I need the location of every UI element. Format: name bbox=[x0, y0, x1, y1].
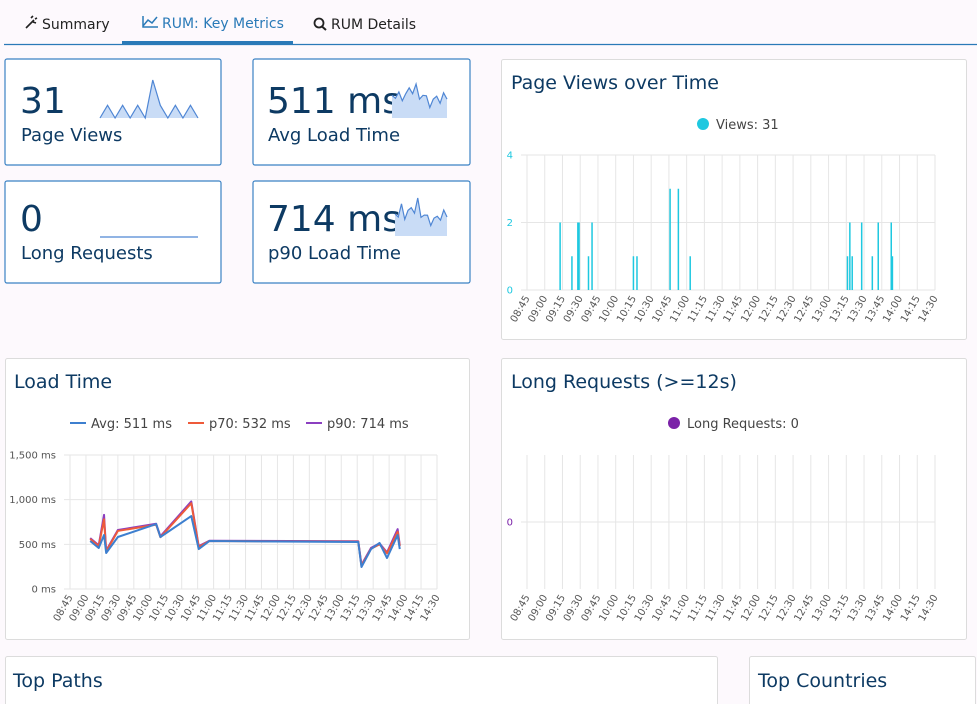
tab-label[interactable]: RUM Details bbox=[331, 17, 416, 33]
chart-panel bbox=[501, 358, 967, 640]
bar bbox=[860, 222, 863, 290]
sparkline-area bbox=[392, 84, 447, 118]
tile: 0 Long Requests bbox=[4, 180, 222, 284]
tile-label: p90 Load Time bbox=[268, 243, 401, 264]
y-tick-label: 1,500 ms bbox=[9, 451, 56, 462]
y-tick-label: 2 bbox=[507, 218, 513, 229]
tab-label[interactable]: RUM: Key Metrics bbox=[162, 16, 284, 32]
y-tick-label: 4 bbox=[507, 151, 513, 162]
legend-label: Views: 31 bbox=[716, 118, 779, 133]
bar bbox=[851, 256, 853, 290]
tab-label[interactable]: Summary bbox=[42, 17, 110, 33]
sparkline bbox=[391, 81, 448, 110]
panel bbox=[749, 656, 976, 704]
bar bbox=[571, 256, 573, 290]
tile-label: Page Views bbox=[21, 125, 122, 146]
legend-swatch bbox=[697, 118, 709, 130]
tile-value: 714 ms bbox=[267, 199, 401, 240]
bar bbox=[636, 256, 638, 290]
tile-value: 31 bbox=[20, 81, 66, 122]
legend-label: p90: 714 ms bbox=[327, 417, 409, 432]
y-tick-label: 500 ms bbox=[19, 540, 56, 551]
y-tick-label: 0 ms bbox=[32, 585, 57, 596]
panel bbox=[5, 656, 718, 704]
bar bbox=[689, 256, 691, 290]
panel-title: Top Paths bbox=[12, 670, 103, 692]
tile-label: Long Requests bbox=[21, 243, 153, 264]
legend-label: Avg: 511 ms bbox=[91, 417, 172, 432]
tile: 511 ms Avg Load Time bbox=[252, 58, 471, 166]
bar bbox=[849, 222, 851, 290]
panel-title: Top Countries bbox=[757, 670, 887, 692]
bar bbox=[632, 256, 635, 290]
bar bbox=[846, 256, 849, 290]
legend-label: p70: 532 ms bbox=[209, 417, 291, 432]
chart-panel bbox=[5, 358, 470, 640]
tab[interactable]: Summary bbox=[25, 15, 110, 33]
y-tick-label: 1,000 ms bbox=[9, 495, 56, 506]
bar bbox=[587, 256, 590, 290]
tile: 31 Page Views bbox=[4, 58, 222, 166]
tile-value: 0 bbox=[20, 199, 43, 240]
tab[interactable]: RUM: Key Metrics bbox=[142, 16, 284, 32]
bar bbox=[669, 188, 671, 290]
tile-value: 511 ms bbox=[267, 81, 401, 122]
y-tick-label: 0 bbox=[507, 518, 513, 529]
sparkline bbox=[99, 79, 199, 120]
chart-title: Page Views over Time bbox=[511, 72, 719, 94]
line bbox=[89, 515, 401, 569]
bar bbox=[677, 188, 680, 290]
tab[interactable]: RUM Details bbox=[313, 17, 417, 33]
legend-swatch bbox=[668, 417, 680, 429]
y-tick-label: 0 bbox=[507, 286, 513, 297]
bar bbox=[871, 256, 874, 290]
bar bbox=[891, 256, 894, 290]
bar bbox=[578, 222, 580, 290]
chart-title: Long Requests (>=12s) bbox=[511, 371, 737, 393]
sparkline bbox=[394, 197, 448, 228]
tab-bar: Summary RUM: Key Metrics RUM Details bbox=[4, 15, 977, 46]
legend-label: Long Requests: 0 bbox=[687, 417, 799, 432]
sparkline-area bbox=[395, 198, 447, 236]
bar bbox=[559, 222, 561, 290]
bar bbox=[877, 222, 879, 290]
bar bbox=[591, 222, 593, 290]
bar bbox=[890, 222, 892, 290]
chart-title: Load Time bbox=[14, 371, 112, 393]
tile-label: Avg Load Time bbox=[268, 125, 400, 146]
bar bbox=[577, 222, 579, 290]
